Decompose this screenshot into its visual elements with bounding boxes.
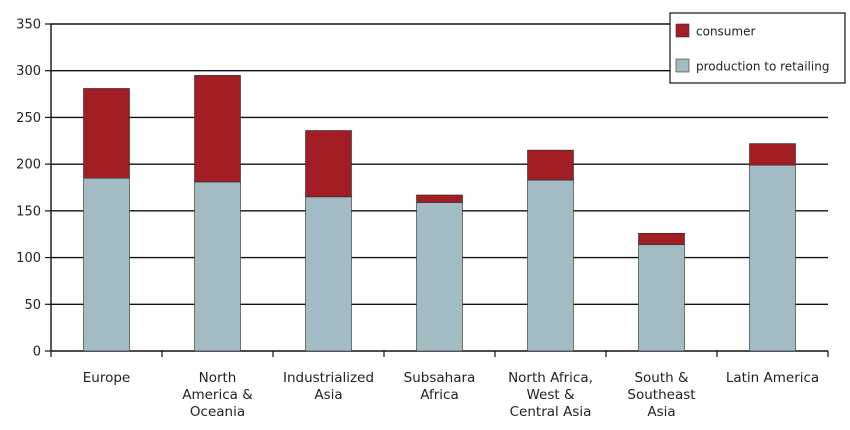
x-category-label-line: Oceania [190, 404, 245, 420]
x-category-label: North Africa, West & Central Asia [508, 370, 593, 420]
bars [83, 75, 796, 352]
x-category-label-line: America & [182, 387, 253, 403]
bar-consumer [638, 232, 685, 245]
bar-production-to-retailing [83, 177, 130, 352]
category-labels: Europe North America & Oceania Industrialize… [83, 370, 819, 420]
x-category-label: Latin America [726, 370, 819, 386]
bar-consumer [527, 149, 574, 181]
x-category-label: Industrialized Asia [283, 370, 374, 403]
y-tick-label: 200 [16, 158, 41, 173]
bar-consumer [305, 130, 352, 198]
bar-production-to-retailing [638, 244, 685, 352]
y-tick-label: 100 [16, 251, 41, 266]
x-category-label: Subsahara Africa [404, 370, 476, 403]
x-category-label: South & Southeast Asia [627, 370, 695, 420]
x-category-label-line: North [199, 370, 237, 386]
bar-consumer [416, 194, 463, 203]
legend-label-consumer: consumer [696, 25, 755, 39]
bar-production-to-retailing [749, 164, 796, 352]
x-category-label-line: West & [526, 387, 574, 403]
y-tick-label: 250 [16, 111, 41, 126]
x-category-label-line: Europe [83, 370, 130, 386]
x-category-label-line: Southeast [627, 387, 695, 403]
bar-production-to-retailing [416, 202, 463, 352]
x-category-label-line: North Africa, [508, 370, 593, 386]
y-tick-label: 0 [33, 345, 41, 360]
x-category-label-line: Asia [314, 387, 342, 403]
x-category-label-line: Africa [420, 387, 459, 403]
x-category-label-line: Latin America [726, 370, 819, 386]
x-category-label: Europe [83, 370, 130, 386]
bar-production-to-retailing [527, 179, 574, 352]
x-category-label-line: Subsahara [404, 370, 476, 386]
y-tick-label: 150 [16, 204, 41, 219]
y-tick-label: 50 [24, 298, 41, 313]
x-category-label: North America & Oceania [182, 370, 253, 420]
bar-consumer [749, 143, 796, 166]
x-category-label-line: South & [634, 370, 689, 386]
legend-swatch-consumer [675, 23, 690, 38]
legend-swatch-production-to-retailing [675, 58, 690, 73]
legend-label-production-to-retailing: production to retailing [696, 60, 829, 74]
bar-production-to-retailing [305, 196, 352, 352]
legend: consumer production to retailing [669, 12, 846, 84]
bar-consumer [83, 88, 130, 179]
y-tick-label: 350 [16, 18, 41, 33]
bar-production-to-retailing [194, 181, 241, 352]
x-category-label-line: Asia [647, 404, 675, 420]
y-tick-label: 300 [16, 64, 41, 79]
legend-box [669, 12, 846, 84]
x-category-label-line: Central Asia [510, 404, 592, 420]
x-category-label-line: Industrialized [283, 370, 374, 386]
bar-consumer [194, 75, 241, 183]
